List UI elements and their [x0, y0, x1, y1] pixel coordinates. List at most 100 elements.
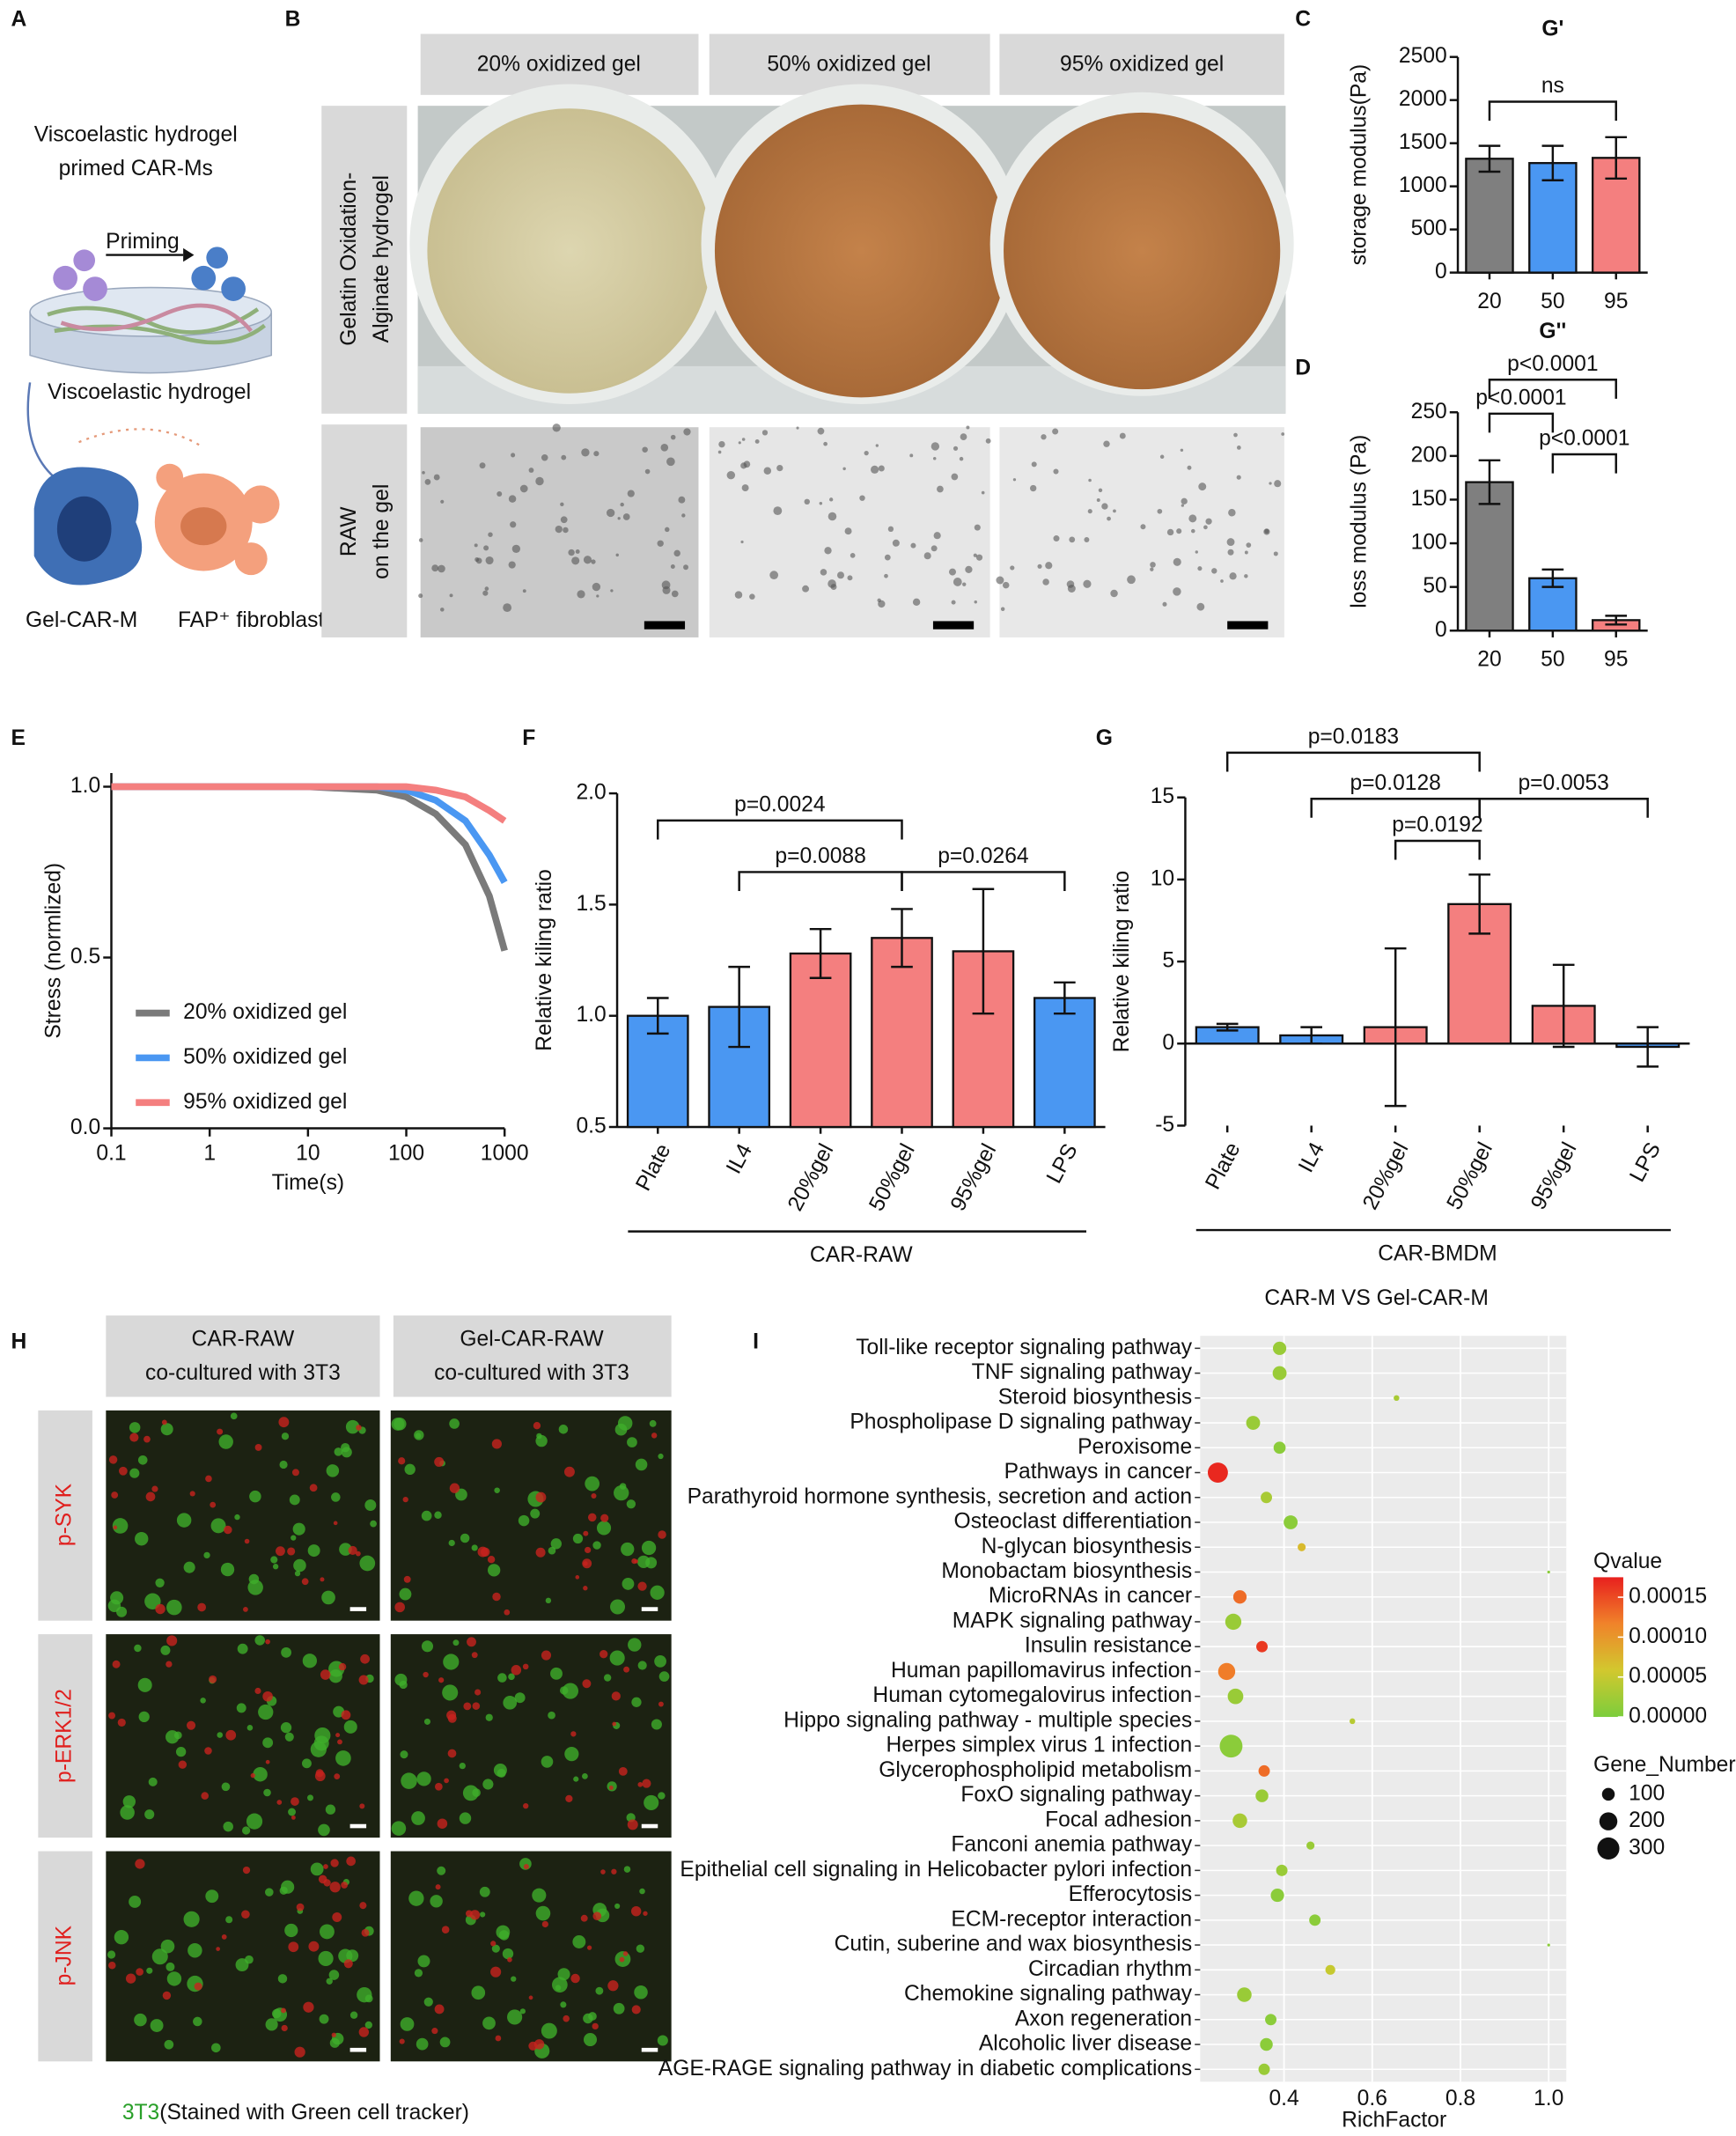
cell-red — [637, 1781, 644, 1787]
group-label: CAR-BMDM — [1378, 1241, 1497, 1265]
cell-red — [467, 1637, 476, 1647]
size-legend-label: 200 — [1629, 1808, 1665, 1832]
cell-green — [341, 1447, 352, 1458]
significance-bracket — [1478, 798, 1649, 818]
cell-speck — [528, 468, 534, 473]
cell-green — [404, 1463, 416, 1476]
y-tick-label: -5 — [1155, 1113, 1174, 1137]
cell-red — [119, 1466, 128, 1476]
scale-bar — [641, 2047, 658, 2052]
cell-speck — [508, 495, 517, 503]
cell-speck — [661, 580, 671, 590]
plot-background — [1200, 1336, 1567, 2082]
x-tick-label: 1.0 — [1534, 2087, 1563, 2110]
cell-green — [482, 1779, 494, 1790]
y-tick-label: 1000 — [1399, 173, 1447, 197]
cell-red — [320, 1669, 331, 1680]
cell-speck — [749, 593, 755, 600]
row-header: Gelatin Oxidation- — [337, 173, 361, 346]
cell-green — [502, 1948, 514, 1960]
cell-speck — [824, 547, 832, 555]
cell-speck — [617, 517, 621, 520]
significance-bracket — [1488, 379, 1617, 399]
cell-green — [416, 1771, 431, 1786]
cell-speck — [1176, 528, 1182, 534]
cell-green — [619, 1483, 627, 1490]
cell-speck — [1087, 509, 1092, 514]
cell-speck — [974, 524, 981, 531]
cell-green — [448, 1539, 455, 1547]
cell-speck — [864, 451, 869, 456]
y-tick-label: 2000 — [1399, 87, 1447, 111]
cell-green — [183, 1911, 200, 1927]
cell-red — [528, 1995, 533, 2000]
cell-red — [221, 1934, 227, 1940]
schematic — [26, 247, 280, 586]
cell-green — [234, 1514, 240, 1521]
cell-red — [338, 1662, 347, 1671]
cell-red — [403, 1575, 411, 1583]
cell-green — [417, 1955, 430, 1968]
cell-green — [503, 1696, 518, 1710]
cell-speck — [985, 438, 991, 444]
x-tick-label: 20 — [1477, 290, 1501, 313]
cell-green — [349, 2011, 358, 2019]
y-tick-label: Human papillomavirus infection — [891, 1659, 1192, 1683]
cell-speck — [823, 441, 828, 446]
cell-red — [634, 1559, 638, 1564]
cell-speck — [975, 554, 983, 561]
cell-speck — [591, 559, 596, 564]
cell-speck — [892, 539, 900, 547]
cell-red — [586, 1945, 592, 1950]
y-tick-label: 0 — [1435, 260, 1447, 284]
x-tick-label: 95%gel — [1526, 1138, 1581, 1213]
significance-label: p=0.0264 — [938, 844, 1028, 868]
error-bar — [728, 965, 750, 1049]
x-tick-label: IL4 — [722, 1140, 757, 1178]
cell-green — [114, 1929, 129, 1945]
cell-speck — [966, 425, 970, 430]
cell-speck — [1263, 528, 1270, 535]
cell-red — [143, 1435, 151, 1443]
cell-red — [466, 1910, 473, 1918]
cell-green — [225, 1916, 233, 1924]
cell-red — [346, 1856, 356, 1867]
cell-speck — [740, 540, 744, 544]
cell-green — [318, 1950, 334, 1967]
cell-red — [437, 1818, 448, 1829]
bubble — [1270, 1889, 1284, 1903]
y-tick-label: Glycerophospholipid metabolism — [879, 1758, 1192, 1782]
cell-green — [639, 1888, 645, 1895]
cell-speck — [671, 590, 679, 598]
cell-green — [129, 1895, 142, 1908]
cell-green — [641, 1540, 657, 1556]
cell-speck — [535, 476, 544, 486]
row-header: p-ERK1/2 — [53, 1689, 77, 1783]
y-tick-label: Efferocytosis — [1069, 1882, 1193, 1906]
cell-green — [572, 1935, 586, 1948]
y-tick-label: N-glycan biosynthesis — [982, 1535, 1193, 1558]
cell-green — [326, 1464, 340, 1477]
cell-speck — [1083, 579, 1092, 588]
cell-green — [658, 1671, 670, 1682]
column-header: co-cultured with 3T3 — [434, 1361, 629, 1385]
schematic-title: Viscoelastic hydrogel — [34, 123, 238, 147]
cell-red — [291, 1815, 296, 1820]
cell-speck — [718, 440, 725, 448]
scale-bar — [641, 1607, 658, 1611]
y-tick-label: 200 — [1411, 443, 1447, 467]
cell-speck — [483, 545, 489, 551]
cell-red — [314, 1771, 326, 1782]
bubble — [1246, 1416, 1261, 1430]
cell-speck — [953, 578, 962, 586]
cell-speck — [1159, 454, 1165, 460]
cell-speck — [479, 462, 486, 469]
cell-green — [519, 2008, 526, 2014]
cell-green — [636, 1944, 645, 1953]
row-header: on the gel — [370, 484, 394, 579]
cell-red — [627, 1819, 638, 1830]
cell-green — [498, 1930, 510, 1941]
cell-red — [472, 1702, 481, 1710]
cell-speck — [620, 502, 624, 507]
